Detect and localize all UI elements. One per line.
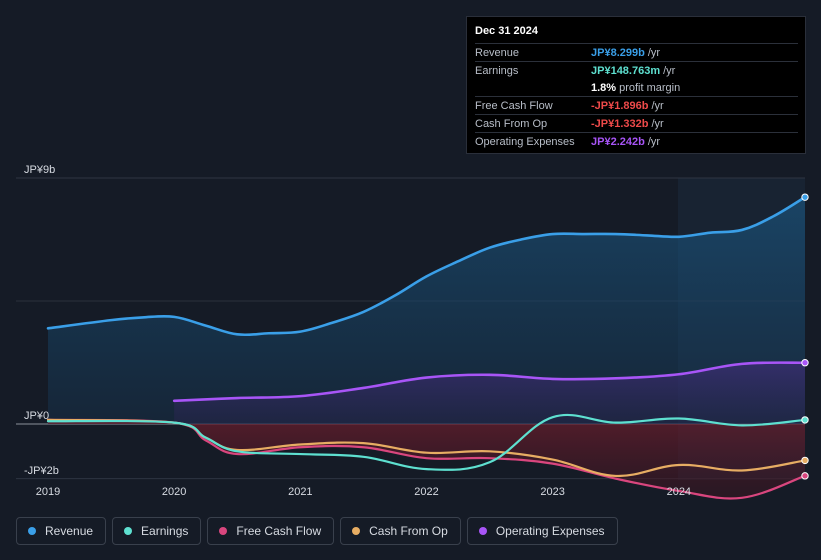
tooltip-row-earnings: Earnings JP¥148.763m /yr bbox=[475, 61, 798, 79]
tooltip-date: Dec 31 2024 bbox=[475, 25, 538, 37]
legend-item-earnings[interactable]: Earnings bbox=[112, 517, 202, 545]
legend-label: Cash From Op bbox=[369, 524, 448, 538]
legend-item-cash-from-op[interactable]: Cash From Op bbox=[340, 517, 461, 545]
endpoint-free-cash-flow bbox=[801, 472, 809, 480]
series-line-free-cash-flow bbox=[46, 418, 807, 500]
legend-dot-icon bbox=[219, 527, 228, 535]
tooltip-label: Revenue bbox=[475, 46, 520, 59]
endpoint-cash-from-op bbox=[801, 456, 809, 465]
tooltip-value: JP¥2.242b bbox=[591, 135, 645, 148]
x-tick-label: 2019 bbox=[36, 486, 60, 498]
tooltip-value: JP¥8.299b bbox=[591, 46, 645, 59]
x-tick-label: 2022 bbox=[414, 486, 438, 498]
legend-item-revenue[interactable]: Revenue bbox=[16, 517, 107, 545]
tooltip-unit: profit margin bbox=[619, 81, 681, 94]
x-tick-label: 2024 bbox=[667, 486, 691, 498]
series-line-operating-expenses bbox=[172, 361, 807, 403]
legend-dot-icon bbox=[28, 527, 36, 535]
tooltip-row-operating-expenses: Operating Expenses JP¥2.242b /yr bbox=[475, 132, 798, 150]
tooltip-value: JP¥148.763m bbox=[591, 64, 661, 77]
legend-label: Free Cash Flow bbox=[236, 524, 322, 538]
tooltip-unit: /yr bbox=[647, 46, 661, 59]
legend-dot-icon bbox=[478, 527, 487, 535]
tooltip-value: -JP¥1.896b bbox=[591, 99, 649, 112]
revenue-area bbox=[48, 197, 805, 424]
series-line-revenue bbox=[46, 195, 807, 337]
x-tick-label: 2021 bbox=[288, 486, 312, 498]
x-tick-label: 2020 bbox=[162, 486, 186, 498]
x-tick-label: 2023 bbox=[540, 486, 564, 498]
legend: Revenue Earnings Free Cash Flow Cash Fro… bbox=[16, 517, 624, 545]
legend-label: Operating Expenses bbox=[495, 524, 605, 538]
tooltip-unit: /yr bbox=[663, 64, 676, 77]
legend-label: Revenue bbox=[45, 524, 94, 538]
free-cash-flow-area bbox=[48, 419, 805, 499]
series-lines bbox=[46, 195, 807, 500]
tooltip-label: Earnings bbox=[475, 64, 519, 77]
y-tick-label: JP¥0 bbox=[24, 410, 49, 422]
tooltip-row-profit-margin: 1.8% profit margin bbox=[475, 79, 798, 96]
endpoint-revenue bbox=[801, 193, 809, 201]
tooltip-unit: /yr bbox=[647, 135, 661, 148]
y-axis-labels: JP¥9b JP¥0 -JP¥2b bbox=[24, 164, 59, 477]
tooltip-value: -JP¥1.332b bbox=[591, 117, 649, 130]
legend-item-operating-expenses[interactable]: Operating Expenses bbox=[466, 517, 618, 545]
endpoint-earnings bbox=[801, 416, 809, 424]
tooltip-label: Cash From Op bbox=[475, 117, 548, 130]
y-tick-label: -JP¥2b bbox=[24, 465, 59, 477]
series-line-earnings bbox=[46, 413, 807, 471]
legend-label: Earnings bbox=[141, 524, 189, 538]
tooltip-panel: Dec 31 2024 Revenue JP¥8.299b /yr Earnin… bbox=[466, 16, 806, 154]
legend-dot-icon bbox=[352, 527, 361, 535]
y-tick-label: JP¥9b bbox=[24, 164, 55, 176]
legend-item-free-cash-flow[interactable]: Free Cash Flow bbox=[207, 517, 335, 545]
legend-dot-icon bbox=[124, 527, 133, 535]
tooltip-label: Free Cash Flow bbox=[475, 99, 553, 112]
tooltip-unit: /yr bbox=[651, 99, 664, 112]
tooltip-row-revenue: Revenue JP¥8.299b /yr bbox=[475, 43, 798, 61]
tooltip-row-free-cash-flow: Free Cash Flow -JP¥1.896b /yr bbox=[475, 96, 798, 114]
tooltip-unit: /yr bbox=[651, 117, 664, 130]
x-axis-labels: 2019 2020 2021 2022 2023 2024 bbox=[36, 486, 691, 498]
tooltip-row-cash-from-op: Cash From Op -JP¥1.332b /yr bbox=[475, 114, 798, 132]
series-endpoints bbox=[801, 193, 809, 480]
endpoint-operating-expenses bbox=[801, 359, 809, 367]
tooltip-label: Operating Expenses bbox=[475, 135, 575, 148]
tooltip-value: 1.8% bbox=[591, 81, 617, 94]
